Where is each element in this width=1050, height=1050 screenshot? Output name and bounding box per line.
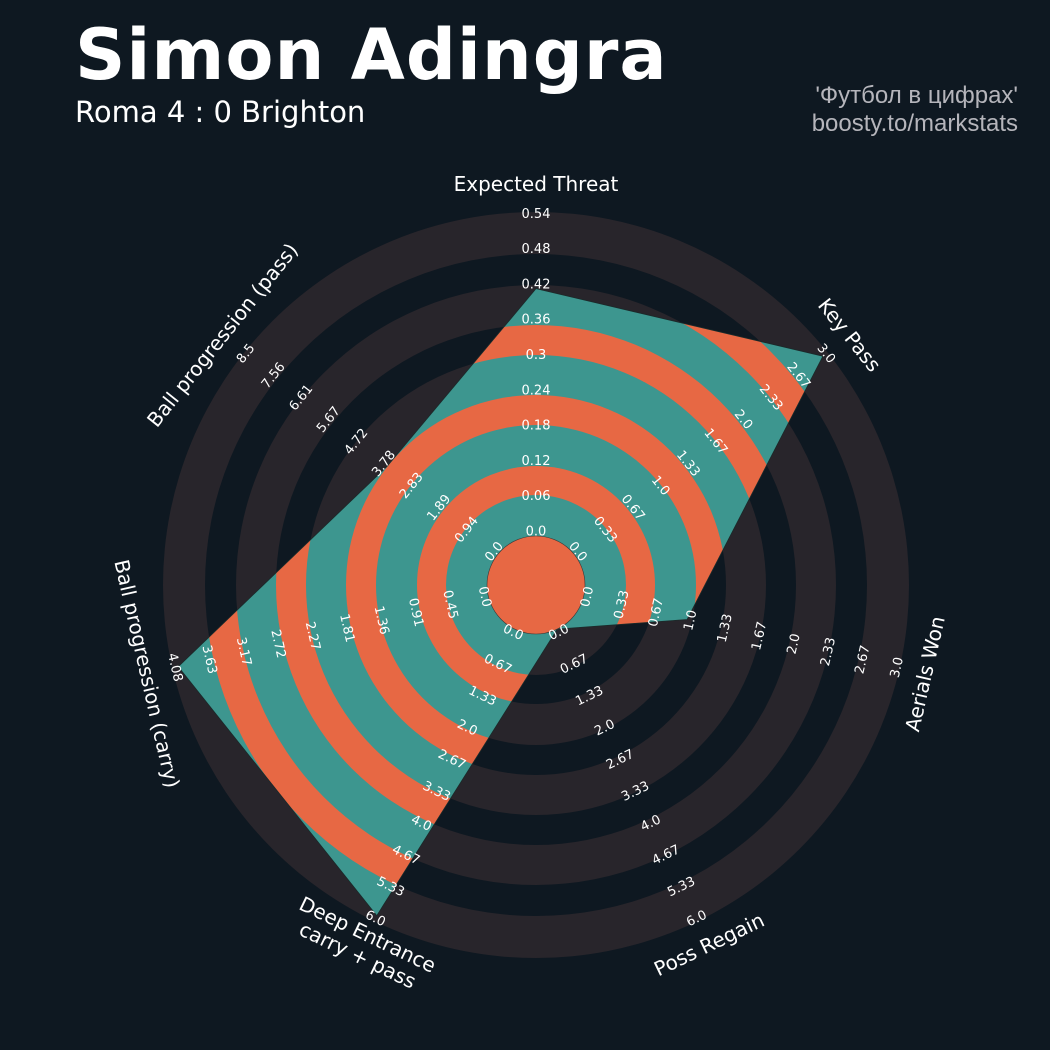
center-circle (486, 535, 586, 635)
player-name-title: Simon Adingra (75, 14, 668, 96)
param-label-line: Expected Threat (454, 172, 619, 196)
tick-label: 0.48 (522, 242, 551, 257)
tick-label: 0.18 (522, 419, 551, 434)
tick-label: 3.0 (888, 656, 907, 680)
tick-label: 1.33 (715, 612, 736, 644)
tick-label: 1.81 (336, 612, 357, 644)
tick-label: 0.0 (578, 585, 597, 609)
match-subtitle: Roma 4 : 0 Brighton (75, 95, 366, 129)
tick-label: 2.0 (785, 632, 804, 656)
param-label-line: Aerials Won (900, 614, 950, 734)
credit-link: boosty.to/markstats (811, 110, 1018, 137)
tick-label: 0.06 (522, 489, 551, 504)
tick-label: 2.27 (302, 620, 323, 652)
tick-label: 0.42 (522, 277, 551, 292)
tick-label: 3.17 (233, 636, 254, 668)
tick-label: 0.54 (522, 207, 551, 222)
tick-label: 0.33 (612, 589, 633, 621)
tick-label: 0.45 (439, 589, 460, 621)
tick-label: 1.67 (749, 620, 770, 652)
tick-label: 2.67 (852, 644, 873, 676)
param-label: Aerials Won (900, 614, 950, 734)
tick-label: 0.3 (526, 348, 547, 363)
tick-label: 0.0 (475, 585, 494, 609)
tick-label: 0.67 (646, 597, 667, 629)
tick-label: 2.33 (818, 636, 839, 668)
tick-label: 1.0 (681, 609, 700, 633)
tick-label: 0.24 (522, 383, 551, 398)
credit-channel: 'Футбол в цифрах' (815, 82, 1018, 109)
tick-label: 0.0 (526, 525, 547, 540)
polygon-outline (177, 288, 824, 917)
tick-label: 2.72 (267, 628, 288, 660)
tick-label: 3.63 (198, 644, 219, 676)
tick-label: 1.36 (371, 605, 392, 637)
tick-label: 0.12 (522, 454, 551, 469)
param-label: Expected Threat (454, 172, 619, 196)
tick-label: 0.91 (405, 597, 426, 629)
tick-label: 4.08 (164, 652, 185, 684)
tick-label: 0.36 (522, 313, 551, 328)
